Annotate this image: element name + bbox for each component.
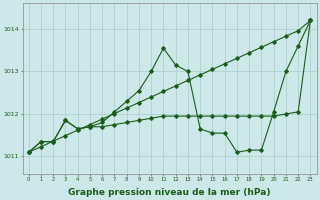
X-axis label: Graphe pression niveau de la mer (hPa): Graphe pression niveau de la mer (hPa)	[68, 188, 271, 197]
